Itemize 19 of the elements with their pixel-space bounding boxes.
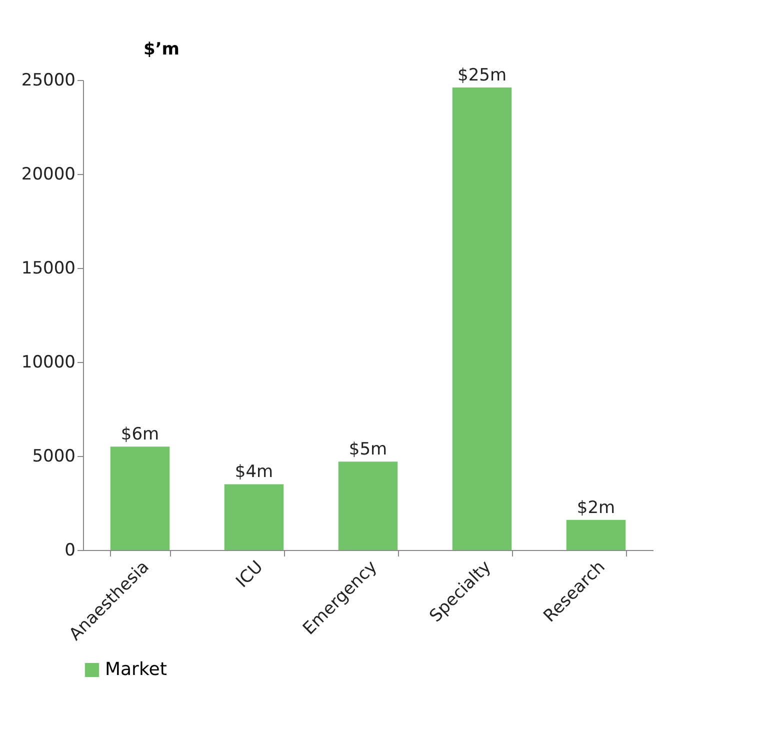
bar: [338, 462, 398, 550]
y-tick-label: 20000: [21, 164, 76, 184]
bar: [224, 484, 284, 550]
bar: [452, 88, 512, 550]
annotation: $5m: [348, 440, 388, 460]
annotation: $25m: [457, 66, 507, 86]
y-tick-label: 10000: [21, 352, 76, 372]
annotation: $4m: [234, 462, 274, 482]
bar: [566, 520, 626, 550]
y-tick-label: 25000: [21, 70, 76, 90]
y-axis-title: $’m: [144, 40, 180, 60]
legend-label: Market: [105, 659, 167, 680]
y-tick-label: 0: [64, 540, 76, 560]
annotation: $2m: [576, 498, 616, 518]
annotation: $6m: [120, 424, 160, 445]
y-tick-label: 5000: [32, 446, 76, 466]
bar: [110, 446, 170, 550]
y-tick-label: 15000: [21, 258, 76, 278]
x-tick-label: ICU: [232, 557, 268, 592]
